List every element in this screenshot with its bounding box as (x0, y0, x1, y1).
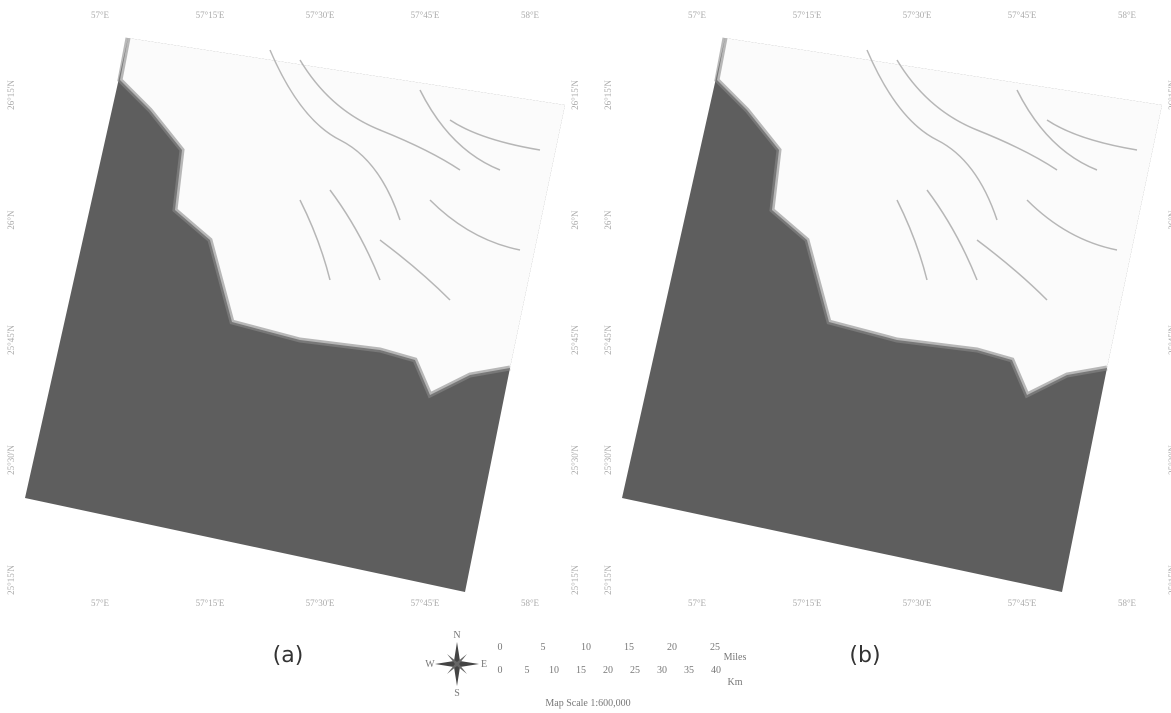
bottom-tick-label: 57°15'E (793, 598, 822, 608)
bottom-tick-label: 57°30'E (903, 598, 932, 608)
bottom-tick-label: 57°E (91, 598, 110, 608)
right-tick-label: 26°15'N (570, 80, 580, 110)
satellite-image (25, 38, 565, 592)
km-unit: Km (728, 677, 743, 688)
right-tick-label: 25°45'N (570, 325, 580, 355)
top-tick-label: 57°E (91, 10, 110, 20)
panel-label: (a) (273, 643, 304, 668)
km-tick: 25 (630, 665, 640, 676)
miles-unit: Miles (724, 652, 747, 663)
left-tick-label: 25°15'N (6, 565, 16, 595)
compass: N E S W (425, 630, 487, 699)
bottom-tick-label: 57°30'E (306, 598, 335, 608)
bottom-tick-label: 58°E (521, 598, 540, 608)
top-tick-label: 57°30'E (903, 10, 932, 20)
top-tick-label: 58°E (1118, 10, 1137, 20)
left-tick-label: 26°15'N (603, 80, 613, 110)
left-tick-label: 25°30'N (6, 445, 16, 475)
right-tick-label: 26°15'N (1167, 80, 1171, 110)
left-tick-label: 25°30'N (603, 445, 613, 475)
top-tick-label: 57°30'E (306, 10, 335, 20)
compass-s: S (454, 688, 460, 699)
km-tick: 40 (711, 665, 721, 676)
panel-label: (b) (849, 643, 880, 668)
miles-tick: 5 (541, 642, 546, 653)
figure: 57°E 57°15'E 57°30'E 57°45'E 58°E 57°E 57°15'E… (0, 0, 1171, 713)
top-tick-label: 57°45'E (411, 10, 440, 20)
left-tick-label: 25°45'N (6, 325, 16, 355)
left-tick-label: 26°N (6, 210, 16, 230)
compass-w: W (425, 659, 435, 670)
right-tick-label: 26°N (570, 210, 580, 230)
km-tick: 30 (657, 665, 667, 676)
bottom-tick-label: 58°E (1118, 598, 1137, 608)
left-tick-label: 25°45'N (603, 325, 613, 355)
right-tick-label: 25°15'N (1167, 565, 1171, 595)
miles-tick: 10 (581, 642, 591, 653)
left-tick-label: 26°15'N (6, 80, 16, 110)
miles-tick: 20 (667, 642, 677, 653)
miles-tick: 0 (498, 642, 503, 653)
top-tick-label: 57°45'E (1008, 10, 1037, 20)
miles-tick: 25 (710, 642, 720, 653)
km-tick: 5 (525, 665, 530, 676)
bottom-tick-label: 57°45'E (411, 598, 440, 608)
right-tick-label: 25°30'N (1167, 445, 1171, 475)
top-tick-label: 57°E (688, 10, 707, 20)
bottom-tick-label: 57°15'E (196, 598, 225, 608)
compass-e: E (481, 659, 487, 670)
bottom-tick-label: 57°45'E (1008, 598, 1037, 608)
right-tick-label: 25°15'N (570, 565, 580, 595)
km-tick: 10 (549, 665, 559, 676)
miles-tick: 15 (624, 642, 634, 653)
km-tick: 20 (603, 665, 613, 676)
map-panel: 57°E 57°15'E 57°30'E 57°45'E 58°E 57°E 57°15'E… (6, 10, 580, 668)
km-tick: 15 (576, 665, 586, 676)
top-tick-label: 58°E (521, 10, 540, 20)
left-tick-label: 26°N (603, 210, 613, 230)
right-tick-label: 26°N (1167, 210, 1171, 230)
km-tick: 0 (498, 665, 503, 676)
left-tick-label: 25°15'N (603, 565, 613, 595)
top-tick-label: 57°15'E (793, 10, 822, 20)
km-tick: 35 (684, 665, 694, 676)
right-tick-label: 25°45'N (1167, 325, 1171, 355)
bottom-tick-label: 57°E (688, 598, 707, 608)
right-tick-label: 25°30'N (570, 445, 580, 475)
map-panel: 57°E 57°15'E 57°30'E 57°45'E 58°E 57°E 57°15'E… (603, 10, 1171, 668)
map-scale: Map Scale 1:600,000 (545, 698, 630, 709)
compass-n: N (453, 630, 460, 641)
satellite-image (622, 38, 1162, 592)
top-tick-label: 57°15'E (196, 10, 225, 20)
